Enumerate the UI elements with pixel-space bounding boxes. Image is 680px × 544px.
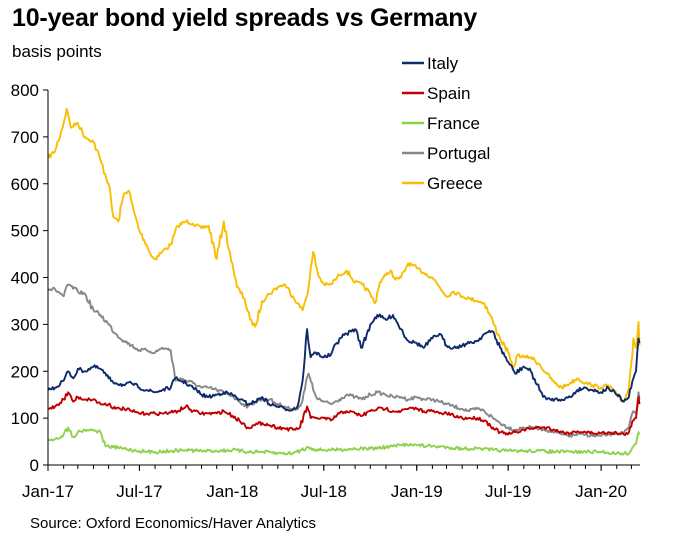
y-axis-unit-label: basis points xyxy=(12,42,102,61)
axes: 0 100 200 300 400 500 600 700 800 Jan-17 Jul-17 Jan… xyxy=(11,81,640,501)
legend-label-italy: Italy xyxy=(427,54,459,73)
x-tick-label: Jan-20 xyxy=(575,482,627,501)
source-note: Source: Oxford Economics/Haver Analytics xyxy=(30,515,316,532)
chart-title: 10-year bond yield spreads vs Germany xyxy=(12,4,478,32)
y-tick-label: 700 xyxy=(11,128,39,147)
legend: Italy Spain France Portugal Greece xyxy=(402,54,490,193)
y-tick-label: 600 xyxy=(11,175,39,194)
x-tick-label: Jan-18 xyxy=(206,482,258,501)
x-tick-label: Jul-17 xyxy=(116,482,162,501)
legend-label-france: France xyxy=(427,114,480,133)
series-layer xyxy=(47,107,641,456)
x-tick-label: Jan-17 xyxy=(22,482,74,501)
x-tick-label: Jul-18 xyxy=(301,482,347,501)
series-line-italy xyxy=(47,313,641,412)
y-tick-label: 400 xyxy=(11,269,39,288)
series-line-france xyxy=(47,426,641,456)
x-tick-label: Jul-19 xyxy=(485,482,531,501)
legend-label-spain: Spain xyxy=(427,84,470,103)
y-tick-label: 800 xyxy=(11,81,39,100)
y-tick-label: 200 xyxy=(11,362,39,381)
series-line-portugal xyxy=(47,283,641,438)
y-tick-label: 100 xyxy=(11,409,39,428)
y-tick-label: 0 xyxy=(30,456,39,475)
x-tick-label: Jan-19 xyxy=(391,482,443,501)
legend-label-greece: Greece xyxy=(427,174,483,193)
series-line-spain xyxy=(47,391,641,437)
legend-label-portugal: Portugal xyxy=(427,144,490,163)
y-tick-label: 500 xyxy=(11,222,39,241)
y-tick-label: 300 xyxy=(11,315,39,334)
series-line-greece xyxy=(47,107,641,403)
